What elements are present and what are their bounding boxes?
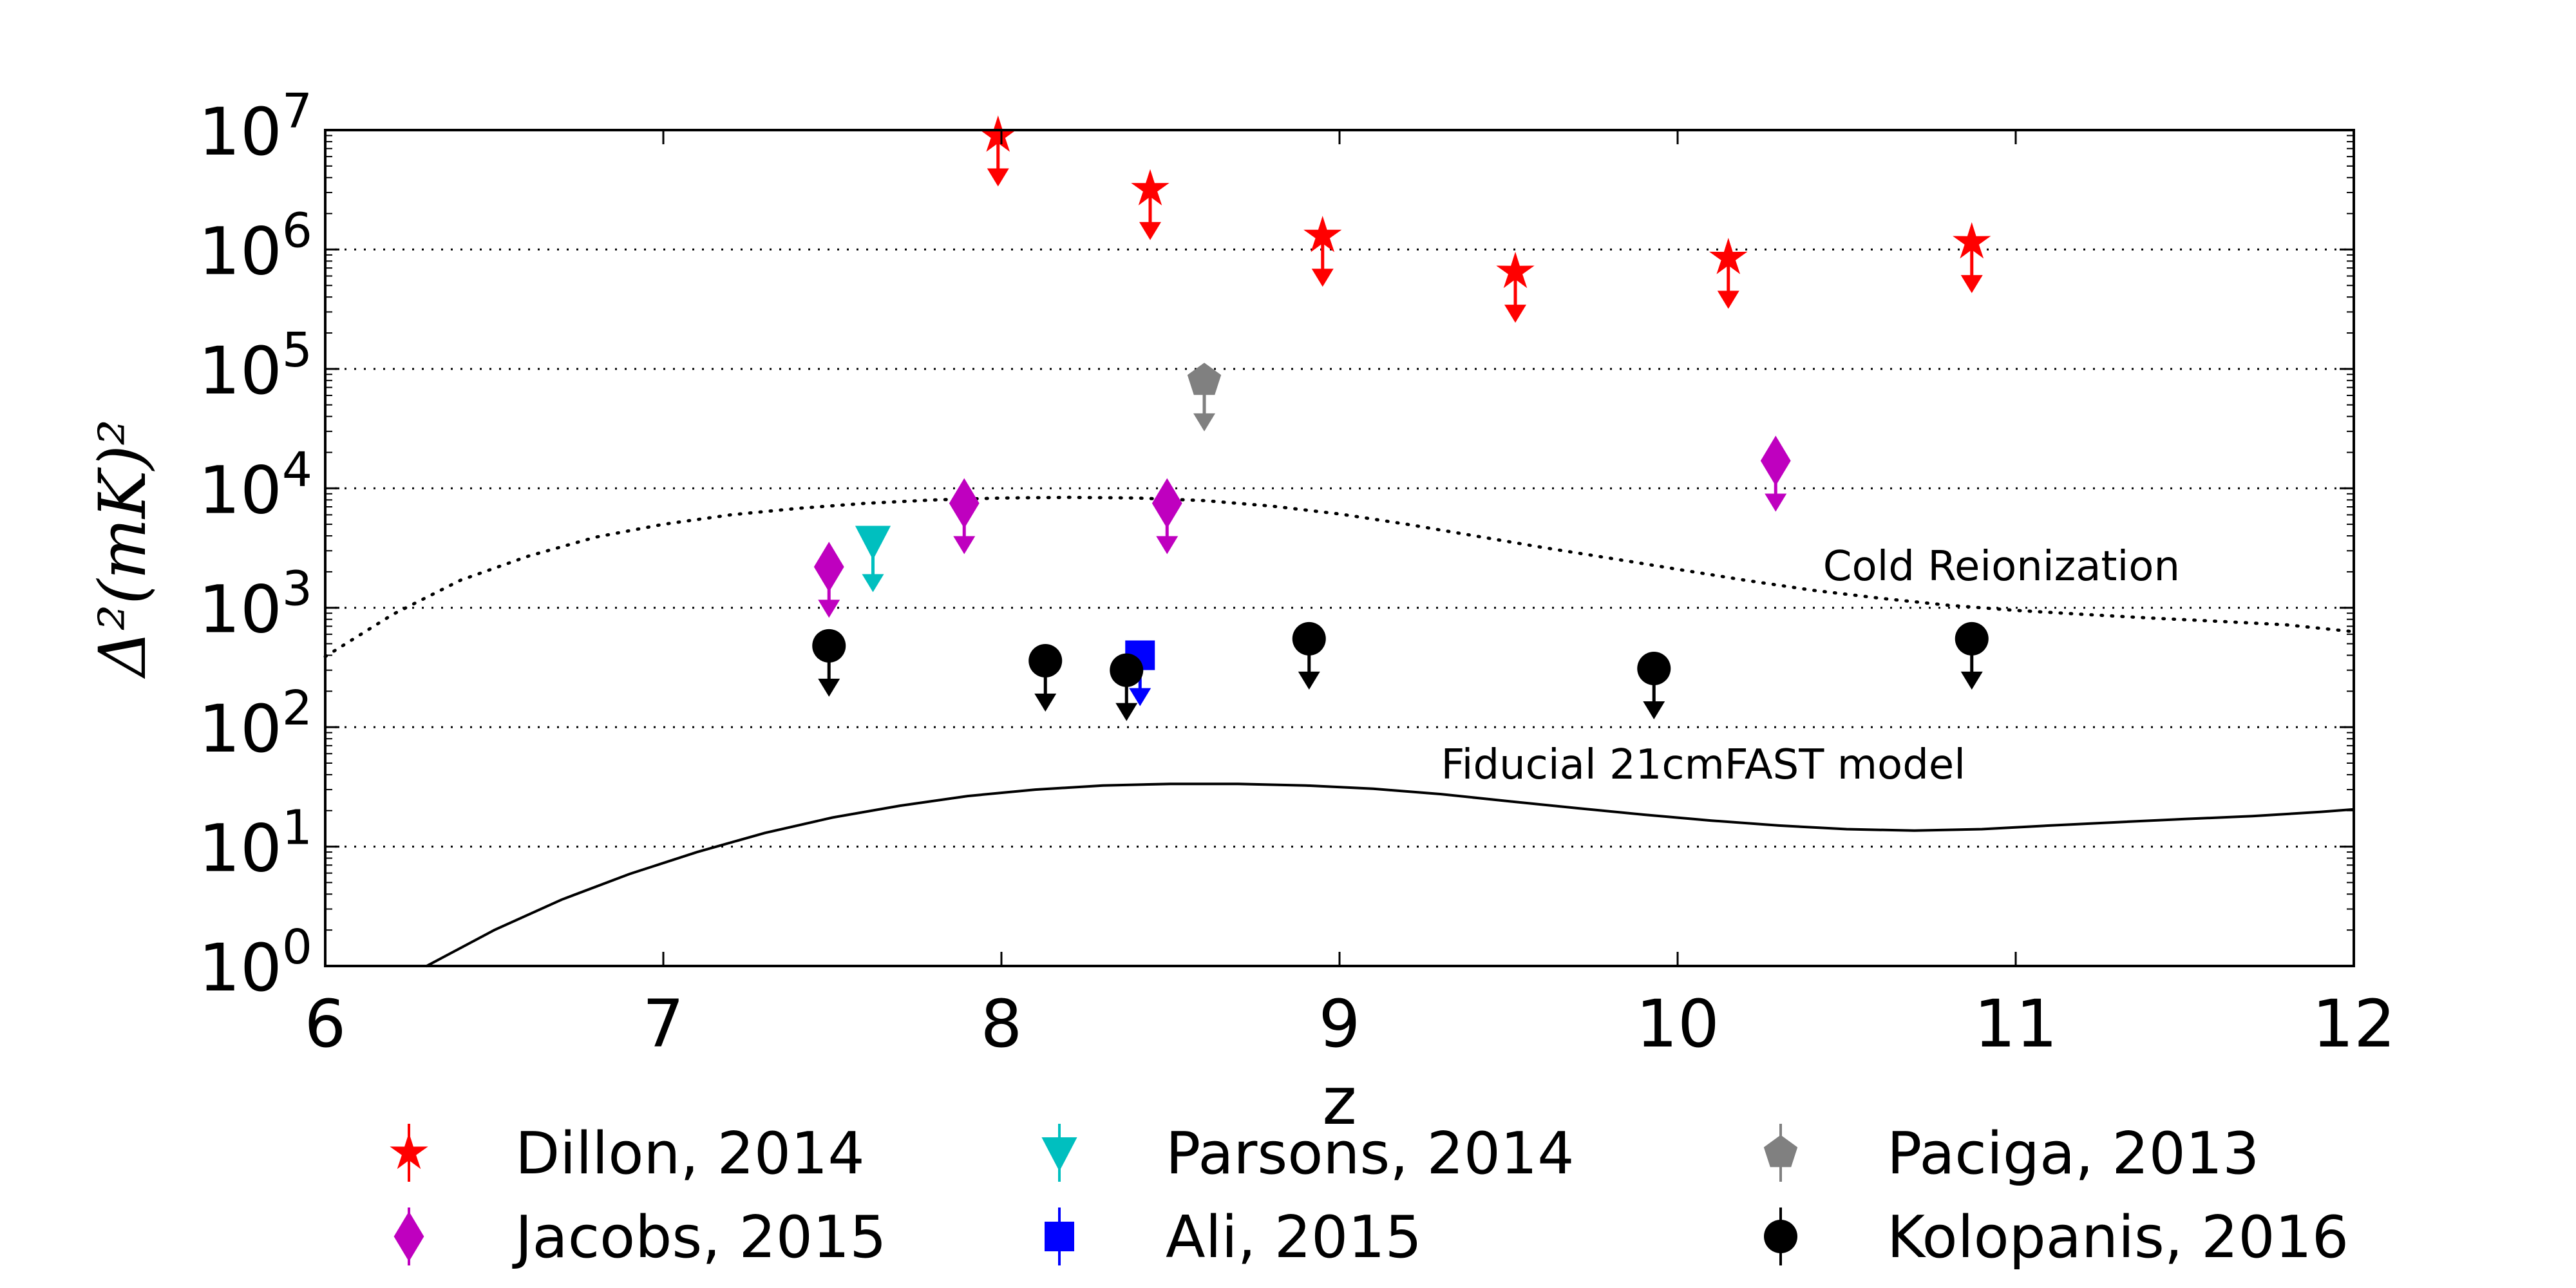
data-point [855, 526, 891, 560]
legend-label: Kolopanis, 2016 [1887, 1204, 2349, 1271]
legend-item-paciga: Paciga, 2013 [1763, 1120, 2259, 1188]
legend-marker [393, 1211, 424, 1262]
axis-ticks: 6 7 8 9 10 11 12 100 101 102 103 104 105 106 107 [198, 84, 2396, 1063]
legend-label: Ali, 2015 [1166, 1204, 1422, 1271]
data-point [812, 629, 846, 663]
limit-arrow-head [1193, 413, 1215, 431]
data-point [1292, 621, 1326, 656]
curve-annotations: Cold Reionization Fiducial 21cmFAST model [1441, 543, 2181, 789]
data-point [1028, 643, 1063, 677]
data-point [949, 478, 980, 529]
annotation-cold-reionization: Cold Reionization [1823, 543, 2180, 591]
grid-lines [325, 248, 2354, 848]
legend-item-parsons: Parsons, 2014 [1041, 1120, 1575, 1188]
legend-marker [1045, 1222, 1074, 1251]
limit-arrow-head [818, 678, 840, 697]
curve-fiducial-21cmfast-model [425, 782, 2355, 967]
legend-item-jacobs: Jacobs, 2015 [393, 1204, 887, 1271]
model-curves [323, 495, 2356, 967]
legend-label: Paciga, 2013 [1887, 1120, 2259, 1188]
limit-arrow-head [953, 536, 976, 554]
data-point [813, 542, 844, 592]
data-point [1637, 652, 1671, 686]
legend-item-dillon: Dillon, 2014 [390, 1120, 865, 1188]
limit-arrow-head [818, 600, 840, 618]
legend-marker [1764, 1220, 1797, 1253]
legend-marker [1763, 1135, 1798, 1168]
y-tick-label: 105 [198, 323, 312, 410]
x-tick-label: 7 [643, 986, 685, 1063]
limit-arrow-head [1504, 305, 1526, 323]
data-point [1303, 216, 1342, 252]
limit-arrow-head [1717, 290, 1739, 309]
limit-arrow-head [1129, 688, 1151, 706]
annotation-fiducial-21cmfast-model: Fiducial 21cmFAST model [1441, 741, 1965, 789]
limit-arrow-head [1960, 275, 1983, 294]
y-tick-label: 100 [198, 920, 312, 1007]
series-paciga [1187, 363, 1222, 431]
data-point [1955, 621, 1989, 656]
limit-arrow-head [1156, 536, 1179, 554]
data-point [1760, 435, 1791, 486]
legend: Dillon, 2014 Parsons, 2014 Paciga, 2013 Jac… [390, 1120, 2349, 1271]
limit-arrow-head [1960, 671, 1983, 690]
data-point [1709, 238, 1748, 274]
series-dillon [979, 115, 1991, 323]
limit-arrow-head [1034, 693, 1057, 712]
x-tick-label: 9 [1319, 986, 1361, 1063]
x-tick-label: 8 [981, 986, 1023, 1063]
data-point [1187, 363, 1222, 395]
series-parsons [855, 526, 891, 592]
legend-marker [1041, 1137, 1077, 1171]
x-axis-label: z [1322, 1063, 1357, 1140]
x-tick-label: 12 [2312, 986, 2396, 1063]
x-tick-label: 6 [305, 986, 346, 1063]
data-point [1496, 251, 1535, 289]
legend-label: Parsons, 2014 [1166, 1120, 1575, 1188]
data-point [1110, 653, 1144, 687]
y-tick-label: 103 [198, 562, 312, 649]
y-tick-label: 102 [198, 681, 312, 768]
limit-arrow-head [1115, 703, 1138, 721]
series-jacobs [813, 435, 1791, 618]
x-tick-label: 11 [1974, 986, 2058, 1063]
y-tick-label: 106 [198, 203, 312, 290]
limit-arrow-head [987, 168, 1009, 187]
limit-arrow-head [862, 574, 884, 592]
limit-arrow-head [1311, 269, 1334, 287]
y-tick-label: 107 [198, 84, 312, 171]
series-kolopanis [812, 621, 1989, 721]
limit-arrow-head [1765, 493, 1787, 512]
y-tick-label: 104 [198, 442, 312, 529]
x-tick-label: 10 [1636, 986, 1719, 1063]
legend-label: Jacobs, 2015 [512, 1204, 887, 1271]
legend-item-kolopanis: Kolopanis, 2016 [1764, 1204, 2349, 1271]
limit-arrow-head [1139, 222, 1161, 240]
legend-label: Dillon, 2014 [515, 1120, 865, 1188]
legend-marker [390, 1132, 428, 1170]
limit-arrow-head [1643, 701, 1665, 720]
limit-arrow-head [1298, 671, 1320, 690]
legend-item-ali: Ali, 2015 [1045, 1204, 1422, 1271]
data-point [1131, 169, 1170, 205]
y-axis-label: Δ²(mK)² [85, 419, 160, 679]
data-points [812, 115, 1991, 721]
data-point [1953, 222, 1991, 259]
data-point [1151, 478, 1182, 529]
data-point [979, 115, 1018, 152]
y-tick-label: 101 [198, 800, 312, 887]
